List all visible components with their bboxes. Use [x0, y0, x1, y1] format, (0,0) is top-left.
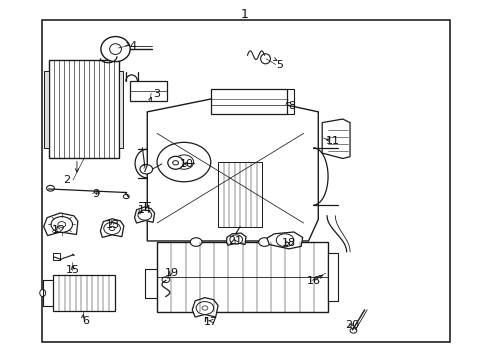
- Text: 3: 3: [153, 89, 161, 99]
- Ellipse shape: [350, 328, 357, 333]
- Polygon shape: [226, 233, 246, 245]
- Text: 5: 5: [276, 60, 283, 70]
- Text: 6: 6: [83, 316, 90, 325]
- Polygon shape: [147, 94, 318, 241]
- Bar: [157, 242, 328, 312]
- Text: 21: 21: [228, 236, 242, 246]
- Bar: [53, 253, 60, 260]
- Ellipse shape: [230, 235, 243, 244]
- Ellipse shape: [190, 238, 202, 246]
- Text: 1: 1: [241, 8, 249, 21]
- Ellipse shape: [110, 44, 122, 54]
- Text: 8: 8: [288, 102, 295, 112]
- Polygon shape: [267, 232, 303, 249]
- Ellipse shape: [259, 238, 270, 246]
- Bar: [130, 81, 167, 101]
- Text: 19: 19: [165, 268, 179, 278]
- Polygon shape: [100, 219, 124, 237]
- Bar: [218, 162, 262, 226]
- Ellipse shape: [172, 161, 178, 165]
- Ellipse shape: [162, 277, 170, 283]
- Text: 4: 4: [129, 41, 136, 50]
- Ellipse shape: [261, 54, 270, 64]
- Text: 13: 13: [106, 220, 120, 230]
- Polygon shape: [135, 207, 155, 223]
- Ellipse shape: [51, 217, 73, 232]
- Text: 11: 11: [326, 136, 340, 145]
- Ellipse shape: [104, 222, 121, 234]
- Ellipse shape: [109, 226, 115, 230]
- Ellipse shape: [276, 234, 294, 247]
- Ellipse shape: [101, 37, 130, 62]
- Text: 9: 9: [93, 189, 99, 199]
- Ellipse shape: [174, 155, 194, 169]
- Polygon shape: [192, 298, 218, 317]
- Ellipse shape: [123, 194, 129, 199]
- Text: 10: 10: [179, 159, 194, 169]
- Ellipse shape: [138, 210, 152, 220]
- Text: 15: 15: [66, 265, 80, 275]
- Ellipse shape: [168, 156, 183, 169]
- Ellipse shape: [40, 289, 46, 297]
- Text: 20: 20: [345, 320, 360, 330]
- Bar: [49, 60, 120, 158]
- Text: 18: 18: [282, 238, 296, 248]
- Ellipse shape: [157, 142, 211, 182]
- Bar: [120, 71, 123, 148]
- Bar: [211, 89, 287, 114]
- Ellipse shape: [202, 306, 208, 310]
- Bar: [42, 21, 450, 342]
- Ellipse shape: [140, 165, 153, 174]
- Bar: [53, 275, 115, 311]
- Text: 16: 16: [306, 276, 320, 286]
- Text: 14: 14: [138, 206, 152, 216]
- Bar: [44, 71, 49, 148]
- Bar: [328, 253, 338, 301]
- Ellipse shape: [47, 185, 54, 191]
- Text: 17: 17: [204, 317, 218, 327]
- Ellipse shape: [58, 222, 66, 227]
- Text: 12: 12: [52, 225, 66, 235]
- Polygon shape: [44, 213, 78, 235]
- Ellipse shape: [196, 302, 214, 315]
- Polygon shape: [322, 119, 350, 158]
- Text: 7: 7: [141, 164, 148, 174]
- Text: 2: 2: [63, 175, 70, 185]
